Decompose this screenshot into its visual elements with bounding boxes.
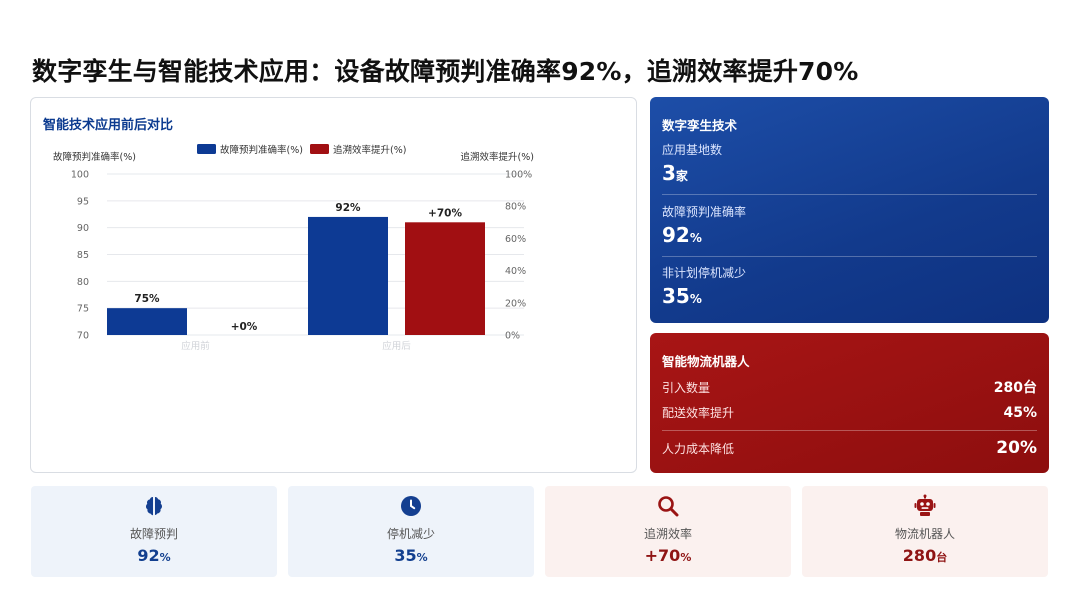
bar-data-label: +70%	[428, 207, 462, 219]
y-right-tick-label: 0%	[505, 331, 520, 342]
bar-accuracy	[308, 216, 388, 335]
robot-row-value: 280台	[993, 380, 1037, 396]
divider	[662, 194, 1037, 195]
bar-data-label: +0%	[231, 321, 258, 333]
legend-label: 故障预判准确率(%)	[220, 144, 303, 156]
robot-row-count: 引入数量 280台	[662, 377, 1037, 397]
twin-item-label: 应用基地数	[662, 143, 723, 157]
x-category-label: 应用后	[382, 340, 411, 352]
bar-data-label: 75%	[134, 293, 160, 305]
y-left-tick-label: 100	[71, 170, 89, 181]
page-title: 数字孪生与智能技术应用：设备故障预判准确率92%，追溯效率提升70%	[32, 57, 859, 86]
search-icon	[658, 496, 679, 517]
divider	[662, 256, 1037, 257]
twin-item-label: 故障预判准确率	[662, 205, 747, 219]
y-left-tick-label: 85	[77, 250, 89, 261]
kpi-label: 故障预判	[129, 527, 178, 541]
robot-row-cost: 人力成本降低 20%	[662, 438, 1037, 458]
twin-item-accuracy: 故障预判准确率 92%	[662, 203, 1037, 247]
legend-swatch	[310, 144, 329, 154]
twin-item-value: 3家	[662, 161, 688, 185]
twin-item-value: 92%	[662, 223, 702, 247]
y-left-tick-label: 80	[77, 277, 89, 288]
kpi-value: 35%	[394, 546, 428, 565]
comparison-chart-card: 智能技术应用前后对比 70 75 80 85 90 95 100 0% 20% 40% 60% 80%…	[30, 97, 637, 473]
logistics-robot-card: 智能物流机器人 引入数量 280台 配送效率提升 45% 人力成本降低 20%	[650, 333, 1049, 473]
divider	[662, 430, 1037, 431]
kpi-downtime-reduction: 停机减少 35%	[288, 486, 534, 577]
kpi-value: 280台	[902, 546, 948, 565]
y-left-tick-label: 95	[77, 196, 89, 207]
y-left-tick-label: 70	[77, 331, 89, 342]
kpi-logistics-robots: 物流机器人 280台	[802, 486, 1048, 577]
kpi-label: 物流机器人	[894, 527, 955, 541]
twin-item-label: 非计划停机减少	[662, 266, 747, 280]
robot-row-label: 配送效率提升	[662, 406, 735, 420]
kpi-label: 停机减少	[386, 527, 435, 541]
comparison-bar-chart: 70 75 80 85 90 95 100 0% 20% 40% 60% 80% 100% 故障预判准确率…	[53, 144, 534, 352]
robot-row-value: 20%	[996, 438, 1037, 458]
y-right-tick-label: 20%	[505, 298, 526, 309]
robot-row-value: 45%	[1003, 404, 1037, 421]
bar-traceability	[405, 222, 485, 335]
y-right-axis-label: 追溯效率提升(%)	[461, 151, 534, 163]
kpi-value: +70%	[644, 546, 692, 565]
robot-row-label: 人力成本降低	[662, 441, 735, 456]
brain-icon	[146, 497, 162, 516]
logistics-robot-title: 智能物流机器人	[662, 354, 750, 369]
twin-item-value: 35%	[662, 284, 702, 308]
clock-icon	[401, 496, 421, 516]
chart-title: 智能技术应用前后对比	[43, 118, 174, 133]
legend-label: 追溯效率提升(%)	[333, 144, 406, 156]
twin-item-downtime: 非计划停机减少 35%	[662, 264, 1037, 308]
kpi-fault-prediction: 故障预判 92%	[31, 486, 277, 577]
robot-icon	[914, 494, 936, 516]
y-left-tick-label: 75	[77, 304, 89, 315]
digital-twin-card: 数字孪生技术 应用基地数 3家 故障预判准确率 92% 非计划停机减少 35%	[650, 97, 1049, 323]
y-left-axis-label: 故障预判准确率(%)	[53, 151, 136, 163]
legend-swatch	[197, 144, 216, 154]
digital-twin-title: 数字孪生技术	[662, 118, 738, 133]
robot-row-label: 引入数量	[662, 380, 711, 395]
x-category-label: 应用前	[181, 340, 210, 352]
bar-accuracy	[107, 308, 187, 335]
robot-row-efficiency: 配送效率提升 45%	[662, 404, 1037, 421]
kpi-traceability: 追溯效率 +70%	[545, 486, 791, 577]
kpi-label: 追溯效率	[643, 527, 692, 541]
bar-data-label: 92%	[335, 202, 361, 214]
y-right-tick-label: 100%	[505, 170, 532, 181]
y-right-tick-label: 80%	[505, 202, 526, 213]
twin-item-bases: 应用基地数 3家	[662, 141, 1037, 185]
y-right-tick-label: 40%	[505, 266, 526, 277]
y-left-tick-label: 90	[77, 223, 89, 234]
kpi-value: 92%	[137, 546, 171, 565]
y-right-tick-label: 60%	[505, 234, 526, 245]
